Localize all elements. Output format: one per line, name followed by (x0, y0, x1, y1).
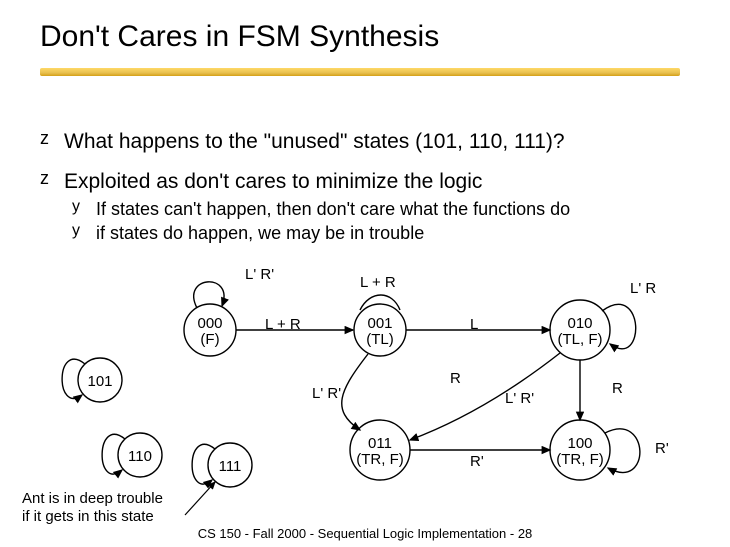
trouble-note: Ant is in deep trouble if it gets in thi… (22, 490, 163, 526)
node-001: 001 (TL) (354, 304, 406, 356)
y-bullet-icon: y (72, 222, 88, 240)
fsm-svg: 000 (F) 001 (TL) 010 (TL, F) 011 (TR, F)… (20, 260, 710, 520)
svg-text:110: 110 (128, 448, 152, 465)
node-011: 011 (TR, F) (350, 420, 410, 480)
note-arrow (185, 482, 215, 515)
sub-bullet-2: y if states do happen, we may be in trou… (72, 222, 424, 245)
sub-bullet-1-text: If states can't happen, then don't care … (96, 198, 570, 221)
label-L: L (470, 316, 478, 333)
svg-text:(TR, F): (TR, F) (556, 451, 603, 468)
label-Rp: R' (470, 453, 484, 470)
label-Rp-2: R' (655, 440, 669, 457)
node-111: 111 (208, 443, 252, 487)
sub-bullet-2-text: if states do happen, we may be in troubl… (96, 222, 424, 245)
label-LRp-2: L' R' (312, 385, 341, 402)
z-bullet-icon: z (40, 128, 56, 149)
edge-010-011 (410, 353, 560, 440)
node-100: 100 (TR, F) (550, 420, 610, 480)
trouble-note-l2: if it gets in this state (22, 508, 163, 526)
svg-text:001: 001 (367, 315, 392, 332)
label-LpR-2: L + R (360, 274, 396, 291)
slide-footer: CS 150 - Fall 2000 - Sequential Logic Im… (0, 526, 730, 541)
label-LRp-top: L' R' (245, 266, 274, 283)
svg-text:(F): (F) (200, 331, 219, 348)
z-bullet-icon: z (40, 168, 56, 189)
bullet-2: z Exploited as don't cares to minimize t… (40, 168, 482, 195)
label-R: R (450, 370, 461, 387)
label-LpR-right: L' R (630, 280, 656, 297)
label-LRp-3: L' R' (505, 390, 534, 407)
node-110: 110 (118, 433, 162, 477)
page-title: Don't Cares in FSM Synthesis (40, 20, 439, 54)
title-underline (40, 68, 680, 76)
svg-text:(TL): (TL) (366, 331, 394, 348)
bullet-1-text: What happens to the "unused" states (101… (64, 128, 565, 155)
svg-text:011: 011 (368, 435, 392, 452)
svg-text:111: 111 (219, 458, 242, 475)
trouble-note-l1: Ant is in deep trouble (22, 490, 163, 508)
label-R-2: R (612, 380, 623, 397)
node-101: 101 (78, 358, 122, 402)
fsm-diagram: 000 (F) 001 (TL) 010 (TL, F) 011 (TR, F)… (20, 260, 710, 520)
label-LpR-1: L + R (265, 316, 301, 333)
svg-text:(TR, F): (TR, F) (356, 451, 403, 468)
y-bullet-icon: y (72, 198, 88, 216)
edge-001-011 (342, 354, 368, 430)
svg-text:101: 101 (87, 373, 112, 390)
svg-text:(TL, F): (TL, F) (558, 331, 603, 348)
node-010: 010 (TL, F) (550, 300, 610, 360)
bullet-2-text: Exploited as don't cares to minimize the… (64, 168, 482, 195)
svg-text:010: 010 (567, 315, 592, 332)
bullet-1: z What happens to the "unused" states (1… (40, 128, 565, 155)
svg-text:100: 100 (567, 435, 592, 452)
svg-text:000: 000 (197, 315, 222, 332)
sub-bullet-1: y If states can't happen, then don't car… (72, 198, 570, 221)
node-000: 000 (F) (184, 304, 236, 356)
